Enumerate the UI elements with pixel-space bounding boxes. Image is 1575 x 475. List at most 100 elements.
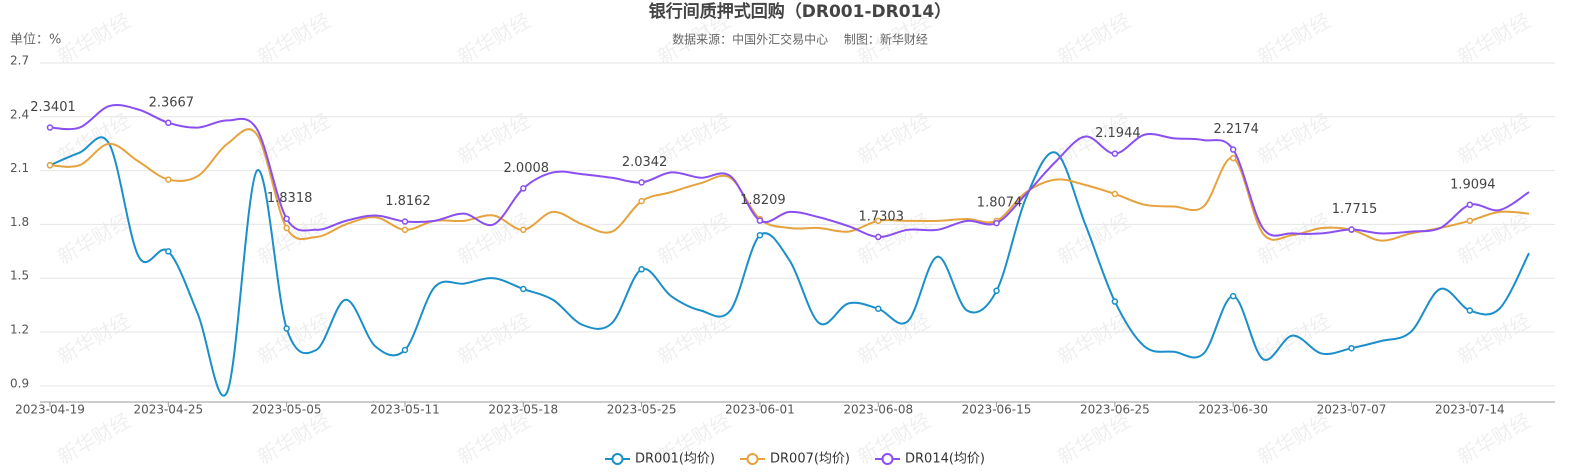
point-marker [1348, 344, 1355, 352]
point-marker [401, 346, 409, 354]
watermark: 新华财经 [853, 108, 934, 169]
point-marker [1111, 190, 1119, 198]
y-tick-label: 0.9 [10, 376, 29, 390]
point-marker [874, 217, 882, 225]
point-marker [1466, 201, 1474, 209]
point-marker [756, 217, 764, 224]
data-label: 2.3401 [30, 100, 76, 115]
watermark: 新华财经 [1053, 408, 1134, 469]
y-tick-label: 2.1 [10, 161, 29, 175]
watermark: 新华财经 [853, 308, 934, 369]
x-tick-label: 2023-04-25 [133, 403, 203, 417]
point-marker [1229, 292, 1237, 300]
watermark: 新华财经 [653, 208, 734, 269]
point-marker [993, 287, 1000, 295]
point-marker [401, 226, 409, 234]
watermark: 新华财经 [53, 208, 134, 269]
data-label: 2.0342 [622, 155, 668, 170]
data-label: 2.2174 [1213, 122, 1259, 137]
legend-label: DR007(均价) [770, 452, 850, 467]
data-label: 2.1944 [1095, 126, 1141, 141]
data-label: 1.7715 [1332, 202, 1378, 217]
y-tick-label: 1.8 [10, 215, 29, 229]
x-tick-label: 2023-06-15 [962, 403, 1032, 417]
watermark: 新华财经 [453, 208, 534, 269]
watermark: 新华财经 [1253, 108, 1334, 169]
point-marker [520, 285, 527, 293]
y-tick-label: 1.5 [10, 269, 29, 283]
data-label: 1.8074 [977, 196, 1023, 211]
point-marker [874, 233, 882, 241]
data-label: 1.8162 [385, 194, 431, 209]
watermark: 新华财经 [1053, 8, 1134, 69]
point-marker [874, 305, 882, 312]
legend-marker [881, 453, 894, 465]
data-label: 1.7303 [858, 209, 904, 224]
point-marker [1348, 226, 1355, 233]
point-marker [1466, 307, 1474, 314]
watermark: 新华财经 [253, 8, 334, 69]
x-tick-label: 2023-07-07 [1317, 403, 1387, 417]
point-marker [165, 248, 172, 255]
point-marker [1111, 298, 1119, 305]
point-marker [638, 197, 645, 205]
point-marker [46, 161, 54, 169]
watermark: 新华财经 [253, 208, 334, 269]
watermark: 新华财经 [1453, 108, 1534, 169]
watermark: 新华财经 [653, 308, 734, 369]
watermark: 新华财经 [1453, 208, 1534, 269]
data-label: 2.0008 [504, 161, 550, 176]
point-marker [638, 266, 645, 273]
watermark: 新华财经 [253, 308, 334, 369]
watermark: 新华财经 [1453, 8, 1534, 69]
point-marker [165, 176, 172, 183]
watermark: 新华财经 [1053, 208, 1134, 269]
watermark: 新华财经 [453, 408, 534, 469]
watermark: 新华财经 [1253, 408, 1334, 469]
x-tick-label: 2023-05-11 [370, 403, 440, 417]
watermark: 新华财经 [1453, 308, 1534, 369]
point-marker [1229, 154, 1237, 162]
legend-label: DR014(均价) [905, 452, 985, 467]
x-tick-label: 2023-06-01 [725, 403, 795, 417]
point-marker [401, 218, 409, 225]
watermark: 新华财经 [253, 408, 334, 469]
watermark: 新华财经 [53, 308, 134, 369]
point-marker [283, 224, 290, 232]
watermark: 新华财经 [1253, 8, 1334, 69]
x-tick-label: 2023-06-30 [1198, 403, 1268, 417]
watermark: 新华财经 [53, 408, 134, 469]
point-marker [283, 325, 290, 332]
watermark: 新华财经 [453, 308, 534, 369]
x-tick-label: 2023-07-14 [1435, 403, 1505, 417]
x-tick-label: 2023-04-19 [15, 403, 85, 417]
watermark: 新华财经 [1453, 408, 1534, 469]
point-marker [283, 215, 290, 222]
legend-label: DR001(均价) [635, 452, 715, 467]
watermark: 新华财经 [453, 8, 534, 69]
point-marker [46, 124, 54, 131]
watermark: 新华财经 [1253, 208, 1334, 269]
point-marker [638, 179, 645, 186]
point-marker [1229, 146, 1237, 153]
point-marker [520, 226, 527, 234]
chart-title: 银行间质押式回购（DR001-DR014） [649, 1, 951, 22]
data-label: 1.9094 [1450, 177, 1496, 192]
y-tick-label: 1.2 [10, 323, 29, 337]
series-line [49, 103, 1530, 238]
data-label: 1.8318 [267, 191, 313, 206]
x-tick-label: 2023-05-18 [488, 403, 558, 417]
x-tick-label: 2023-05-05 [252, 403, 322, 417]
series-line [49, 128, 1530, 242]
legend-marker [611, 453, 624, 465]
y-tick-label: 2.4 [10, 107, 29, 121]
chart-subtitle: 数据来源：中国外汇交易中心 制图：新华财经 [672, 32, 928, 47]
y-unit-label: 单位：% [10, 33, 61, 48]
x-tick-label: 2023-06-08 [843, 403, 913, 417]
point-marker [165, 119, 172, 127]
watermark: 新华财经 [53, 8, 134, 69]
data-label: 2.3667 [149, 95, 195, 110]
y-tick-label: 2.7 [10, 54, 29, 68]
